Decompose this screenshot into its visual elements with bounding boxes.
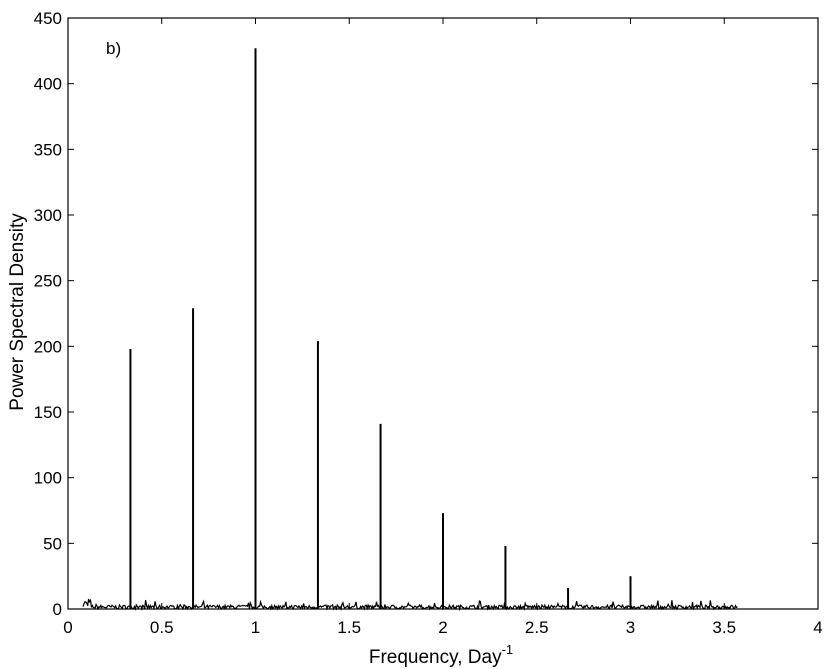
y-axis-title: Power Spectral Density	[7, 213, 28, 411]
plot-area	[82, 48, 738, 612]
x-axis-title-text: Frequency, Day	[369, 647, 502, 668]
y-tick-label: 300	[34, 206, 62, 225]
y-tick-label: 100	[34, 469, 62, 488]
y-tick-label: 200	[34, 337, 62, 356]
x-tick-label: 3	[626, 618, 635, 637]
noise-floor-line	[82, 598, 738, 612]
x-tick-label: 1	[251, 618, 260, 637]
x-tick-label: 0	[63, 618, 72, 637]
x-axis-title: Frequency, Day-1	[369, 642, 513, 668]
axes: 0 0.5 1 1.5 2 2.5 3 3.5 4 0 50 100 150 200 250 300 350 40…	[34, 9, 823, 637]
x-tick-label: 2.5	[525, 618, 549, 637]
y-tick-label: 400	[34, 75, 62, 94]
y-tick-label: 450	[34, 9, 62, 28]
y-tick-label: 150	[34, 403, 62, 422]
x-tick-label: 2	[438, 618, 447, 637]
y-tick-label: 50	[43, 534, 62, 553]
y-tick-label: 0	[53, 600, 62, 619]
y-tick-label: 350	[34, 140, 62, 159]
y-tick-label: 250	[34, 272, 62, 291]
x-axis-title-superscript: -1	[502, 642, 514, 657]
x-tick-label: 3.5	[712, 618, 736, 637]
x-tick-label: 0.5	[150, 618, 174, 637]
x-tick-label: 4	[813, 618, 822, 637]
x-tick-label: 1.5	[337, 618, 361, 637]
panel-label: b)	[106, 39, 121, 58]
